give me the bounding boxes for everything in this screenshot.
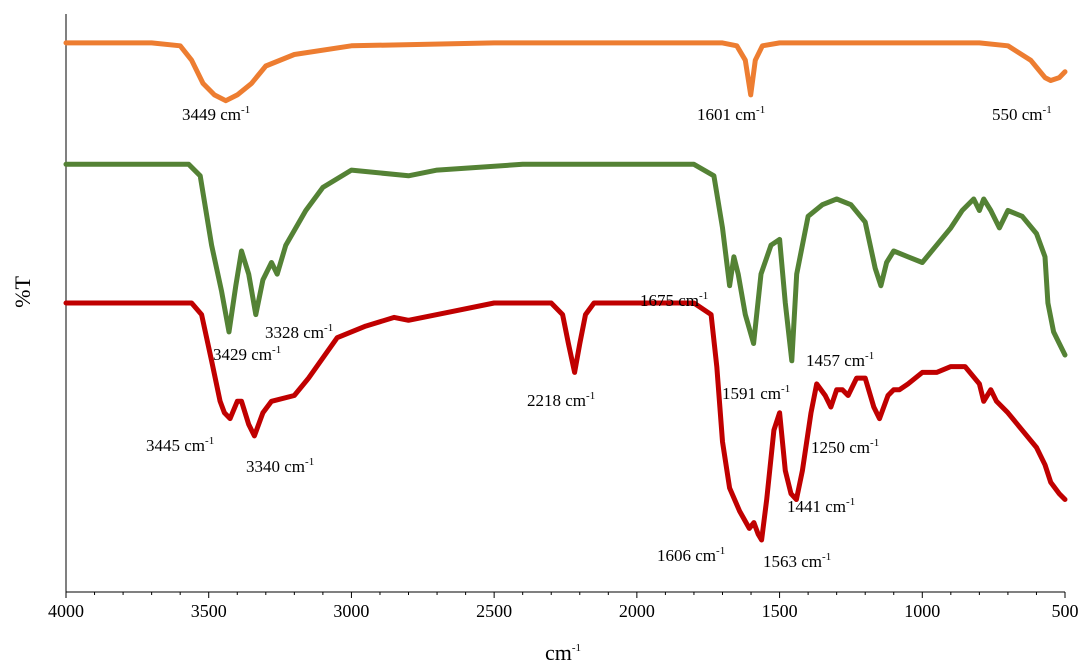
x-tick-label: 4000 <box>48 601 84 621</box>
peak-annotation: 3445 cm-1 <box>146 435 214 455</box>
x-tick-label: 500 <box>1052 601 1079 621</box>
peak-annotation: 1601 cm-1 <box>697 104 765 124</box>
x-tick-label: 2500 <box>476 601 512 621</box>
series-line-2 <box>63 161 1068 364</box>
x-tick-label: 2000 <box>619 601 655 621</box>
x-tick-label: 3000 <box>333 601 369 621</box>
series-line-1 <box>63 40 1068 104</box>
peak-annotation: 1591 cm-1 <box>722 383 790 403</box>
y-axis-label: %T <box>10 276 35 308</box>
x-tick-label: 1500 <box>762 601 798 621</box>
peak-annotation: 3449 cm-1 <box>182 104 250 124</box>
peak-annotation: 550 cm-1 <box>992 104 1052 124</box>
peak-annotation: 3328 cm-1 <box>265 322 333 342</box>
peak-annotation: 1563 cm-1 <box>763 551 831 571</box>
x-tick-label: 3500 <box>191 601 227 621</box>
peak-annotation: 1441 cm-1 <box>787 496 855 516</box>
peak-annotation: 1250 cm-1 <box>811 437 879 457</box>
peak-annotation: 3429 cm-1 <box>213 344 281 364</box>
peak-annotation: 1675 cm-1 <box>640 290 708 310</box>
peak-annotation: 1606 cm-1 <box>657 545 725 565</box>
peak-annotation: 2218 cm-1 <box>527 390 595 410</box>
axes <box>65 14 1066 598</box>
series-group <box>63 40 1068 543</box>
annotations: 3449 cm-1 1601 cm-1 550 cm-1 1675 cm-1 3328 … <box>146 104 1052 571</box>
x-axis-label: cm-1 <box>545 640 581 664</box>
series-line-3 <box>63 300 1068 543</box>
peak-annotation: 3340 cm-1 <box>246 456 314 476</box>
peak-annotation: 1457 cm-1 <box>806 350 874 370</box>
x-tick-label: 1000 <box>904 601 940 621</box>
x-tick-labels: 4000 3500 3000 2500 2000 1500 1000 500 <box>48 601 1079 621</box>
